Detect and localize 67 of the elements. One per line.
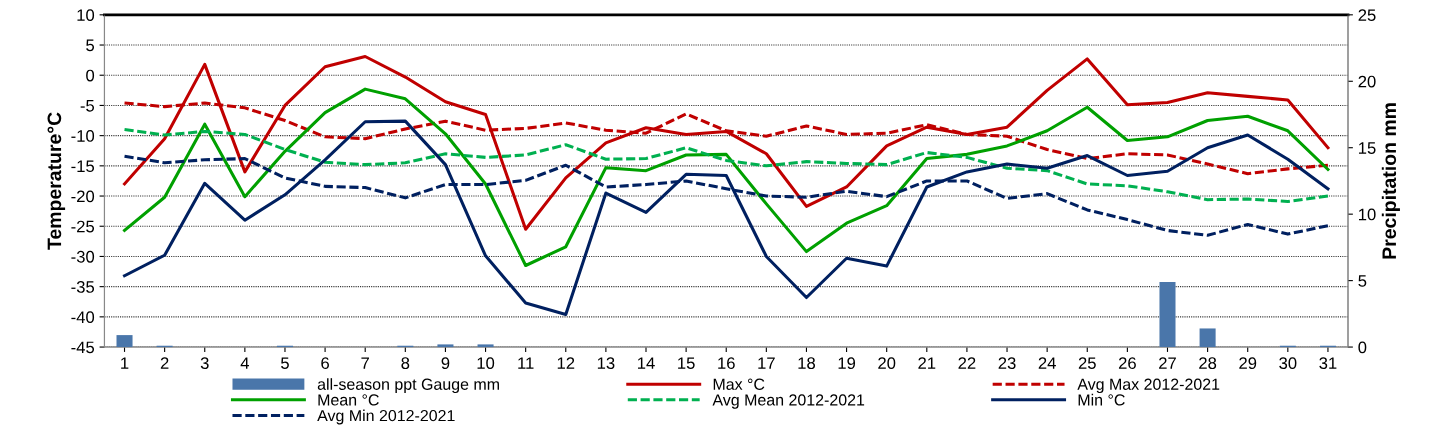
- x-tick-label: 13: [597, 357, 615, 370]
- x-tick-label: 12: [557, 357, 575, 369]
- x-tick-label: 4: [240, 357, 250, 369]
- legend-label: Mean °C: [318, 394, 379, 406]
- bar: [437, 344, 454, 348]
- y-tick-label: -5: [80, 100, 95, 112]
- bar: [116, 335, 133, 348]
- x-tick-label: 10: [477, 357, 495, 370]
- x-tick-label: 5: [281, 357, 289, 370]
- y-tick-label: -20: [71, 190, 95, 203]
- x-tick-label: 23: [998, 357, 1016, 370]
- x-tick-label: 27: [1159, 357, 1176, 369]
- x-tick-label: 1: [121, 357, 129, 369]
- x-tick-label: 15: [678, 357, 695, 370]
- x-tick-label: 19: [838, 357, 856, 370]
- x-tick-label: 20: [878, 357, 896, 370]
- legend-label: all-season ppt Gauge mm: [317, 378, 499, 394]
- y-tick-label: -40: [71, 311, 95, 324]
- x-tick-label: 17: [758, 357, 775, 369]
- x-tick-label: 11: [518, 357, 534, 369]
- y-tick-label: 0: [86, 69, 95, 82]
- y2-tick-label: 5: [1358, 275, 1367, 287]
- legend-label: Avg Mean 2012-2021: [712, 394, 865, 409]
- x-tick-label: 22: [958, 357, 976, 369]
- x-tick-label: 6: [321, 357, 329, 370]
- line-series: [122, 87, 1330, 268]
- y2-tick-label: 10: [1359, 208, 1376, 221]
- x-tick-label: 9: [441, 357, 450, 370]
- y-tick-label: -35: [71, 281, 95, 293]
- x-tick-label: 3: [200, 357, 209, 370]
- legend-label: Min °C: [1078, 393, 1125, 406]
- y-axis-title: Temperature°C: [47, 112, 66, 250]
- y2-tick-label: 25: [1358, 9, 1376, 22]
- x-tick-label: 18: [798, 357, 816, 370]
- line-series: [122, 54, 1330, 231]
- line-series: [122, 119, 1330, 316]
- x-tick-label: 7: [361, 357, 369, 369]
- x-tick-label: 8: [401, 357, 410, 370]
- x-tick-label: 29: [1239, 357, 1257, 370]
- line-series: [122, 128, 1330, 204]
- x-tick-label: 30: [1279, 357, 1297, 370]
- bar: [1159, 281, 1176, 348]
- y-tick-label: -15: [71, 160, 95, 173]
- legend-label: Avg Min 2012-2021: [317, 409, 455, 425]
- x-tick-label: 25: [1078, 357, 1096, 370]
- legend-label: Avg Max 2012-2021: [1077, 378, 1220, 394]
- y2-tick-label: 0: [1358, 341, 1367, 354]
- bar: [1199, 328, 1216, 348]
- x-tick-label: 26: [1118, 357, 1136, 370]
- x-tick-label: 21: [918, 357, 936, 369]
- y-tick-label: -45: [71, 341, 95, 354]
- x-tick-label: 16: [718, 357, 735, 370]
- y2-tick-label: 20: [1358, 75, 1376, 88]
- x-tick-label: 2: [160, 357, 169, 369]
- bar: [477, 344, 494, 348]
- x-tick-label: 28: [1199, 357, 1217, 370]
- x-tick-label: 24: [1038, 357, 1056, 369]
- y-tick-label: -30: [71, 250, 95, 263]
- y-tick-label: 5: [86, 39, 95, 52]
- y2-tick-label: 15: [1359, 142, 1376, 154]
- y-tick-label: -10: [71, 130, 95, 142]
- y-tick-label: -25: [71, 220, 95, 233]
- x-tick-label: 14: [638, 357, 655, 369]
- y2-axis-title: Precipitation mm: [1381, 103, 1400, 259]
- y-tick-label: 10: [77, 9, 95, 22]
- x-tick-label: 31: [1319, 357, 1337, 370]
- legend-label: Max °C: [713, 378, 765, 390]
